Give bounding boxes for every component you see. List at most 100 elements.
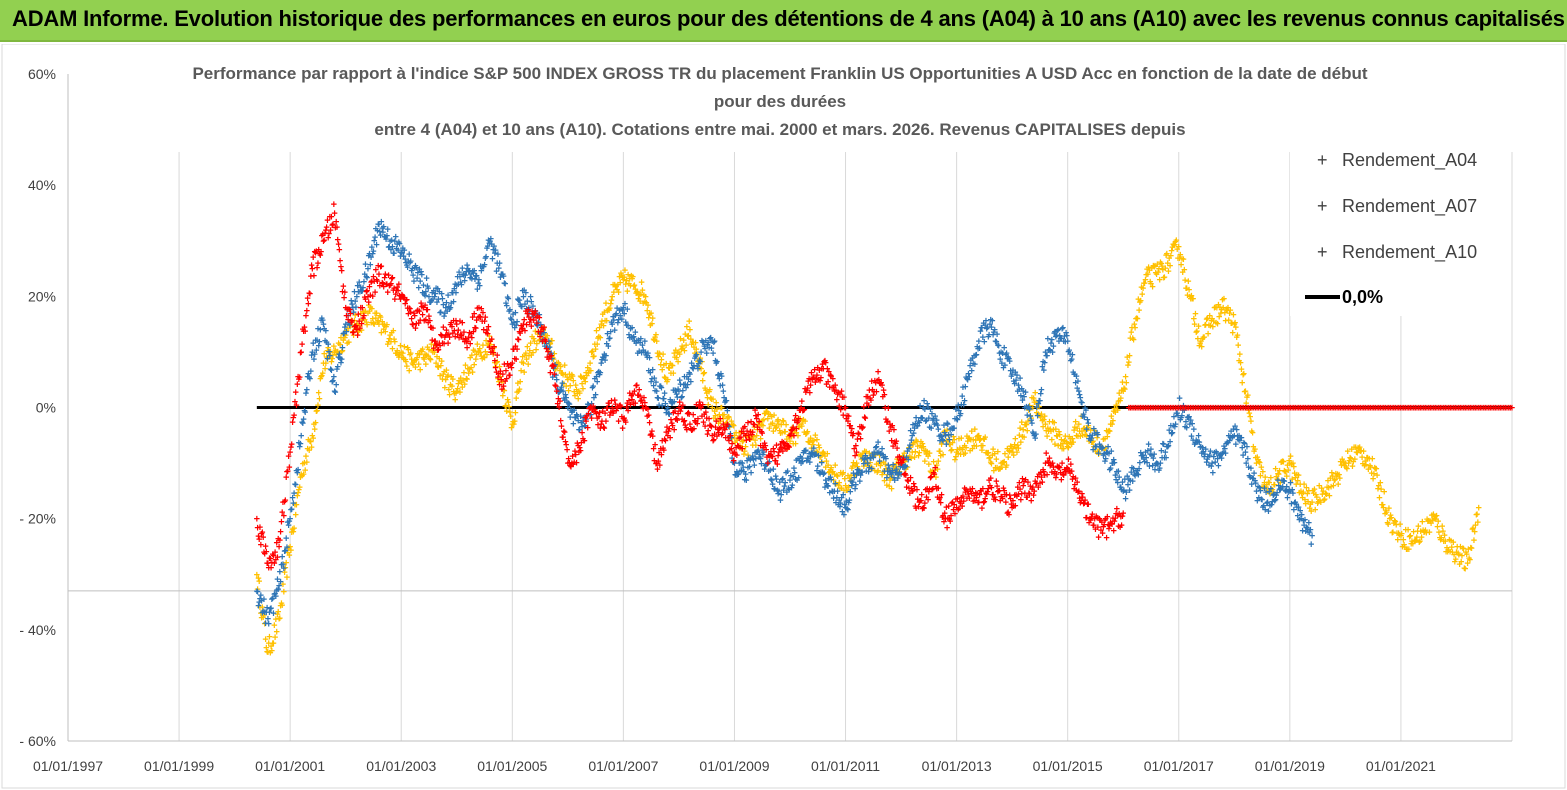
data-point: + <box>302 465 308 477</box>
x-tick-label: 01/01/2019 <box>1255 758 1325 774</box>
data-point: + <box>938 490 944 502</box>
data-point: + <box>482 346 488 358</box>
data-point: + <box>435 362 441 374</box>
data-point: + <box>1084 423 1090 435</box>
data-point: + <box>726 412 732 424</box>
data-point: + <box>746 432 752 444</box>
data-point: + <box>345 323 351 335</box>
data-point: + <box>980 433 986 445</box>
data-point: + <box>842 480 848 492</box>
data-point: + <box>636 290 642 302</box>
data-point: + <box>758 420 764 432</box>
data-point: + <box>385 339 391 351</box>
data-point: + <box>526 350 532 362</box>
data-point: + <box>670 368 676 380</box>
data-point: + <box>759 416 765 428</box>
data-point: + <box>676 349 682 361</box>
data-point: + <box>375 316 381 328</box>
data-point: + <box>414 353 420 365</box>
data-point: + <box>830 475 836 487</box>
data-point: + <box>907 442 913 454</box>
data-point: + <box>449 381 455 393</box>
data-point: + <box>634 287 640 299</box>
data-point: + <box>953 451 959 463</box>
data-point: + <box>837 483 843 495</box>
data-point: + <box>1109 419 1115 431</box>
data-point: + <box>584 370 590 382</box>
data-point: + <box>438 360 444 372</box>
data-point: + <box>334 346 340 358</box>
data-point: + <box>753 430 759 442</box>
data-point: + <box>399 352 405 364</box>
data-point: + <box>329 354 335 366</box>
data-point: + <box>954 445 960 457</box>
data-point: + <box>886 481 892 493</box>
data-point: + <box>1190 294 1196 306</box>
data-point: + <box>1150 260 1156 272</box>
series-Rendement_A04: ++++++++++++++++++++++++++++++++++++++++… <box>254 235 1482 660</box>
data-point: + <box>810 440 816 452</box>
data-point: + <box>411 355 417 367</box>
data-point: + <box>808 443 814 455</box>
data-point: + <box>659 364 665 376</box>
data-point: + <box>941 427 947 439</box>
data-point: + <box>470 345 476 357</box>
data-point: + <box>288 545 294 557</box>
data-point: + <box>1118 393 1124 405</box>
data-point: + <box>392 348 398 360</box>
data-point: + <box>1002 448 1008 460</box>
data-point: + <box>425 351 431 363</box>
data-point: + <box>760 420 766 432</box>
data-point: + <box>1106 426 1112 438</box>
data-point: + <box>976 430 982 442</box>
data-point: + <box>327 347 333 359</box>
data-point: + <box>872 465 878 477</box>
data-point: + <box>842 474 848 486</box>
data-point: + <box>1100 434 1106 446</box>
data-point: + <box>594 339 600 351</box>
data-point: + <box>1126 351 1132 363</box>
data-point: + <box>923 449 929 461</box>
data-point: + <box>474 339 480 351</box>
data-point: + <box>305 434 311 446</box>
data-point: + <box>490 349 496 361</box>
data-point: + <box>1120 386 1126 398</box>
data-point: + <box>845 471 851 483</box>
data-point: + <box>295 464 301 476</box>
data-point: + <box>1140 283 1146 295</box>
data-point: + <box>948 445 954 457</box>
data-point: + <box>929 468 935 480</box>
data-point: + <box>1077 431 1083 443</box>
data-point: + <box>487 336 493 348</box>
data-point: + <box>270 608 276 620</box>
data-point: + <box>357 321 363 333</box>
data-point: + <box>946 439 952 451</box>
data-point: + <box>882 459 888 471</box>
data-point: + <box>400 353 406 365</box>
data-point: + <box>1065 442 1071 454</box>
data-point: + <box>623 279 629 291</box>
data-point: + <box>386 333 392 345</box>
data-point: + <box>703 385 709 397</box>
data-point: + <box>749 440 755 452</box>
data-point: + <box>858 454 864 466</box>
x-tick-label: 01/01/1997 <box>33 758 103 774</box>
data-point: + <box>721 410 727 422</box>
data-point: + <box>523 348 529 360</box>
data-point: + <box>453 388 459 400</box>
data-point: + <box>1030 393 1036 405</box>
data-point: + <box>949 438 955 450</box>
data-point: + <box>1114 405 1120 417</box>
data-point: + <box>427 353 433 365</box>
data-point: + <box>732 437 738 449</box>
data-point: + <box>796 472 802 484</box>
data-point: + <box>1309 530 1315 542</box>
data-point: + <box>1127 333 1133 345</box>
data-point: + <box>511 419 517 431</box>
data-point: + <box>911 437 917 449</box>
data-point: + <box>1089 437 1095 449</box>
data-point: + <box>321 348 327 360</box>
data-point: + <box>276 614 282 626</box>
data-point: + <box>1014 440 1020 452</box>
data-point: + <box>689 337 695 349</box>
